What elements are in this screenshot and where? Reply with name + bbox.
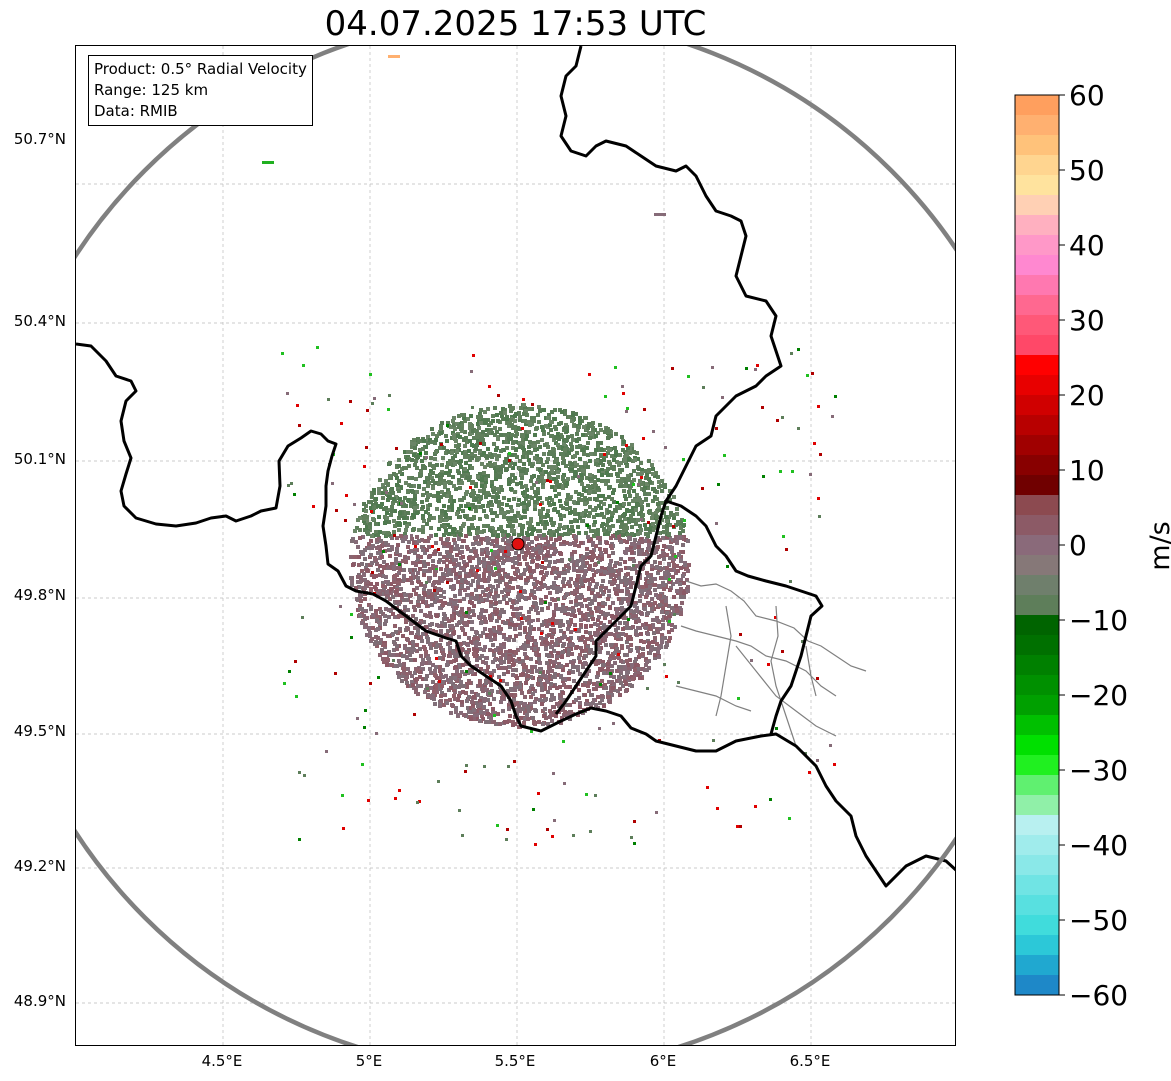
colorbar-segment <box>1015 855 1059 876</box>
admin-borders <box>675 580 867 747</box>
colorbar-tick-label: 20 <box>1069 379 1105 412</box>
colorbar-segment <box>1015 375 1059 396</box>
colorbar-segment <box>1015 475 1059 496</box>
colorbar-segment <box>1015 935 1059 956</box>
colorbar-segment <box>1015 675 1059 696</box>
colorbar-tick-label: 40 <box>1069 229 1105 262</box>
lat-tick-50-1: 50.1°N <box>13 450 66 468</box>
colorbar-segment <box>1015 695 1059 716</box>
product-label: Product: 0.5° Radial Velocity <box>94 60 307 78</box>
colorbar-segment <box>1015 295 1059 316</box>
colorbar-tick-label: −10 <box>1069 604 1128 637</box>
radar-map <box>76 46 955 1045</box>
lat-tick-49-5: 49.5°N <box>13 722 66 740</box>
colorbar-segment <box>1015 155 1059 176</box>
colorbar-segment <box>1015 115 1059 136</box>
colorbar-segment <box>1015 195 1059 216</box>
colorbar-segment <box>1015 555 1059 576</box>
colorbar-segment <box>1015 795 1059 816</box>
chart-title: 04.07.2025 17:53 UTC <box>324 4 707 44</box>
colorbar-segment <box>1015 895 1059 916</box>
colorbar-segment <box>1015 655 1059 676</box>
lon-tick-6: 6°E <box>649 1052 677 1070</box>
colorbar-tick-label: 10 <box>1069 454 1105 487</box>
colorbar-segment <box>1015 495 1059 516</box>
colorbar-segment <box>1015 875 1059 896</box>
colorbar-segment <box>1015 95 1059 116</box>
colorbar-tick-label: −40 <box>1069 829 1128 862</box>
colorbar-segment <box>1015 435 1059 456</box>
colorbar-segment <box>1015 975 1059 996</box>
country-borders <box>76 46 955 888</box>
colorbar-segment <box>1015 395 1059 416</box>
colorbar-segment <box>1015 775 1059 796</box>
colorbar-segment <box>1015 575 1059 596</box>
colorbar-segment <box>1015 715 1059 736</box>
colorbar-segment <box>1015 355 1059 376</box>
colorbar-tick-label: −20 <box>1069 679 1128 712</box>
colorbar-segment <box>1015 615 1059 636</box>
lon-tick-5-5: 5.5°E <box>494 1052 536 1070</box>
lon-tick-4-5: 4.5°E <box>201 1052 243 1070</box>
colorbar-segment <box>1015 515 1059 536</box>
colorbar-segment <box>1015 415 1059 436</box>
colorbar-segment <box>1015 335 1059 356</box>
radar-site-marker[interactable] <box>511 537 525 551</box>
colorbar-tick-label: 50 <box>1069 154 1105 187</box>
colorbar-segment <box>1015 455 1059 476</box>
colorbar-segment <box>1015 635 1059 656</box>
colorbar-tick-label: −50 <box>1069 904 1128 937</box>
lon-tick-5: 5°E <box>355 1052 383 1070</box>
colorbar-tick-label: 0 <box>1069 529 1087 562</box>
colorbar-segment <box>1015 915 1059 936</box>
colorbar-tick-label: 30 <box>1069 304 1105 337</box>
colorbar-segment <box>1015 275 1059 296</box>
lat-tick-49-2: 49.2°N <box>13 857 66 875</box>
colorbar-tick-label: 60 <box>1069 80 1105 112</box>
colorbar-segment <box>1015 955 1059 976</box>
colorbar-tick-label: −60 <box>1069 979 1128 1012</box>
colorbar-segment <box>1015 235 1059 256</box>
colorbar-segment <box>1015 755 1059 776</box>
colorbar-tick-label: −30 <box>1069 754 1128 787</box>
range-label: Range: 125 km <box>94 81 209 99</box>
colorbar-segment <box>1015 835 1059 856</box>
colorbar-segment <box>1015 135 1059 156</box>
lat-tick-50-7: 50.7°N <box>13 130 66 148</box>
colorbar-segment <box>1015 595 1059 616</box>
colorbar-segment <box>1015 735 1059 756</box>
product-info-box: Product: 0.5° Radial Velocity Range: 125… <box>88 55 313 126</box>
colorbar-unit-label: m/s <box>1145 521 1171 571</box>
colorbar-segment <box>1015 315 1059 336</box>
lon-tick-6-5: 6.5°E <box>789 1052 831 1070</box>
lat-tick-50-4: 50.4°N <box>13 312 66 330</box>
velocity-colorbar: 60 50 40 30 20 10 0 −10 −20 −30 −40 −50 −60 <box>1014 80 1128 1012</box>
lat-tick-48-9: 48.9°N <box>13 992 66 1010</box>
colorbar-segment <box>1015 535 1059 556</box>
colorbar-segment <box>1015 255 1059 276</box>
colorbar-segment <box>1015 215 1059 236</box>
map-panel[interactable] <box>75 45 956 1046</box>
colorbar-segment <box>1015 175 1059 196</box>
lat-tick-49-8: 49.8°N <box>13 586 66 604</box>
colorbar-segment <box>1015 815 1059 836</box>
data-source-label: Data: RMIB <box>94 102 178 120</box>
